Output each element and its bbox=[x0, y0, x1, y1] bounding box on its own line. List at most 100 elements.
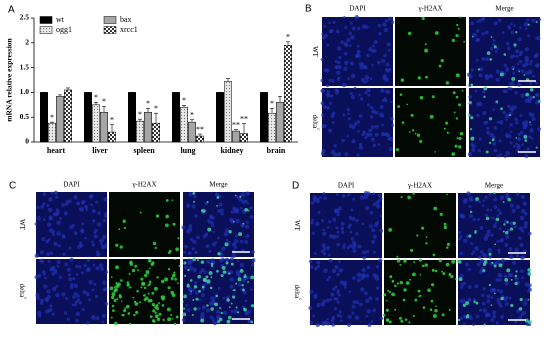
nucleus bbox=[340, 40, 344, 44]
nucleus bbox=[193, 195, 197, 199]
nucleus bbox=[97, 211, 101, 215]
nucleus bbox=[505, 118, 508, 121]
foci bbox=[184, 274, 187, 277]
foci bbox=[399, 263, 402, 266]
bar bbox=[56, 96, 64, 143]
nucleus bbox=[496, 298, 501, 302]
nucleus bbox=[493, 205, 498, 209]
foci bbox=[399, 93, 403, 96]
nucleus bbox=[478, 308, 483, 312]
nucleus bbox=[211, 242, 217, 247]
foci bbox=[152, 241, 157, 246]
row-label: deltac bbox=[311, 115, 319, 132]
foci bbox=[230, 262, 234, 266]
nucleus bbox=[498, 139, 502, 143]
nucleus bbox=[63, 211, 69, 216]
nucleus bbox=[531, 117, 536, 122]
foci bbox=[173, 271, 176, 274]
nucleus bbox=[49, 251, 54, 255]
nucleus bbox=[244, 199, 248, 203]
nucleus bbox=[372, 234, 377, 239]
foci bbox=[527, 272, 532, 276]
foci bbox=[174, 258, 176, 261]
nucleus bbox=[229, 277, 234, 282]
nucleus bbox=[328, 29, 333, 34]
foci bbox=[391, 292, 395, 297]
foci bbox=[214, 302, 219, 307]
nucleus bbox=[312, 314, 316, 318]
nucleus bbox=[347, 117, 351, 121]
nucleus bbox=[498, 211, 503, 215]
foci bbox=[135, 310, 139, 315]
nucleus bbox=[186, 203, 191, 208]
foci bbox=[402, 298, 406, 302]
nucleus bbox=[359, 97, 364, 101]
nucleus bbox=[365, 314, 369, 318]
nucleus bbox=[374, 132, 379, 137]
foci bbox=[160, 279, 165, 284]
nucleus bbox=[358, 93, 361, 97]
nucleus bbox=[503, 63, 507, 68]
nucleus bbox=[195, 291, 199, 295]
foci bbox=[122, 313, 125, 317]
nucleus bbox=[363, 80, 367, 84]
row-label-main: WT bbox=[311, 46, 319, 58]
nucleus bbox=[375, 204, 381, 209]
nucleus bbox=[338, 293, 342, 297]
nucleus bbox=[468, 205, 472, 209]
nucleus bbox=[337, 60, 341, 65]
nucleus bbox=[505, 192, 509, 196]
nucleus bbox=[368, 133, 373, 137]
foci bbox=[414, 132, 417, 135]
nucleus bbox=[348, 44, 352, 48]
nucleus bbox=[481, 204, 485, 207]
row-label-text: WT bbox=[293, 220, 301, 232]
foci bbox=[197, 274, 202, 279]
nucleus bbox=[380, 132, 385, 137]
nucleus bbox=[233, 245, 238, 249]
nucleus bbox=[65, 296, 69, 300]
legend-swatch bbox=[103, 16, 117, 24]
foci bbox=[477, 68, 481, 71]
foci bbox=[155, 307, 160, 311]
nucleus bbox=[365, 273, 370, 278]
foci bbox=[220, 274, 224, 278]
nucleus bbox=[466, 191, 471, 196]
nucleus bbox=[478, 137, 482, 141]
nucleus bbox=[488, 73, 494, 79]
nucleus bbox=[309, 265, 314, 269]
foci bbox=[148, 283, 151, 286]
foci bbox=[244, 207, 249, 212]
nucleus bbox=[65, 200, 70, 205]
nucleus bbox=[39, 258, 43, 263]
nucleus bbox=[463, 322, 466, 326]
foci bbox=[524, 139, 528, 142]
nucleus bbox=[344, 43, 349, 47]
foci bbox=[500, 107, 503, 111]
nucleus bbox=[522, 201, 527, 206]
nucleus bbox=[328, 258, 333, 263]
nucleus bbox=[518, 59, 523, 64]
significance: * bbox=[146, 99, 150, 108]
foci bbox=[134, 264, 138, 268]
foci bbox=[495, 100, 499, 103]
nucleus bbox=[209, 215, 214, 220]
nucleus bbox=[536, 63, 540, 67]
nucleus bbox=[229, 257, 234, 262]
foci bbox=[228, 272, 231, 275]
nucleus bbox=[51, 286, 57, 292]
nucleus bbox=[365, 79, 369, 82]
foci bbox=[115, 284, 120, 289]
nucleus bbox=[381, 123, 384, 127]
foci bbox=[216, 196, 220, 199]
nucleus bbox=[528, 71, 532, 75]
nucleus bbox=[322, 192, 326, 195]
nucleus bbox=[325, 68, 330, 73]
nucleus bbox=[99, 266, 104, 271]
y-tick-label: 1.0 bbox=[20, 87, 30, 96]
nucleus bbox=[59, 216, 62, 220]
foci bbox=[510, 278, 513, 281]
foci bbox=[407, 31, 412, 36]
nucleus bbox=[347, 112, 350, 116]
foci bbox=[225, 261, 229, 265]
